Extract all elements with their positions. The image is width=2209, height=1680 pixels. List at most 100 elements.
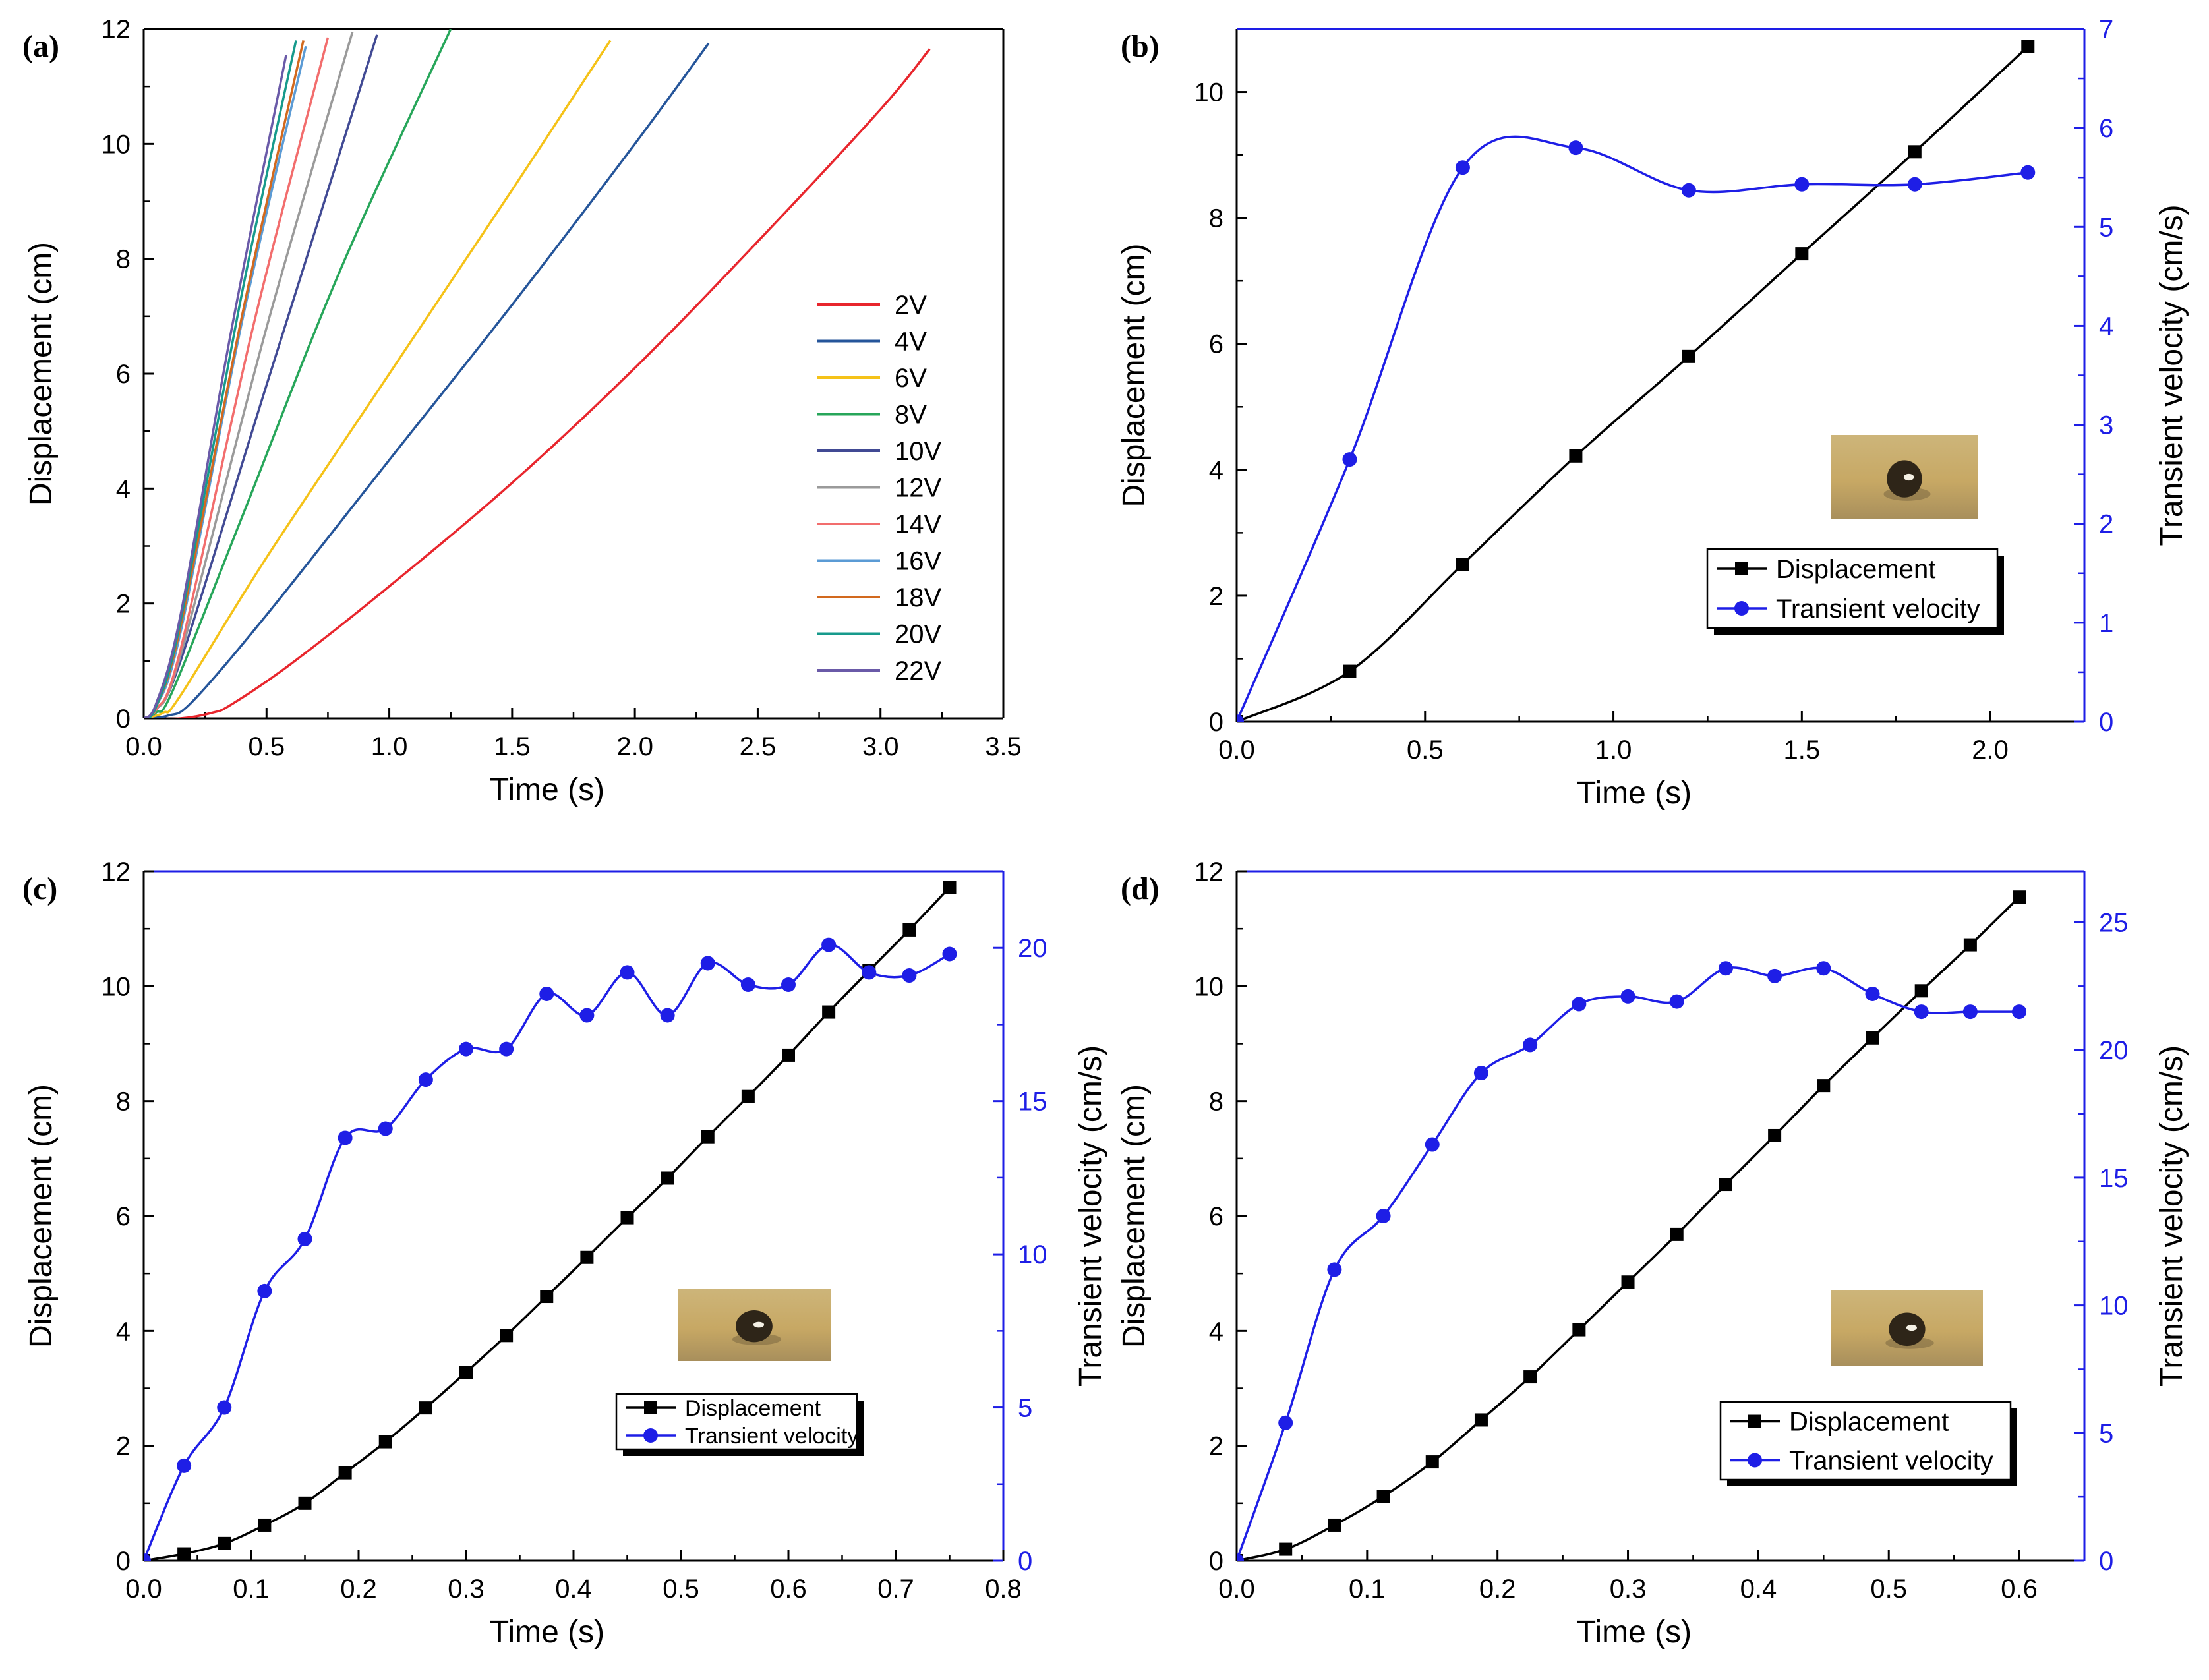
x-tick-label: 3.5 (985, 732, 1022, 761)
y2-tick-label: 1 (2099, 609, 2113, 638)
x-tick-label: 3.0 (862, 732, 899, 761)
y2-tick-label: 15 (1018, 1087, 1047, 1116)
data-point (781, 977, 796, 993)
y2-tick-label: 2 (2099, 510, 2113, 539)
data-point (1670, 1227, 1684, 1241)
x-tick-label: 0.8 (985, 1575, 1022, 1604)
y2-tick-label: 0 (2099, 708, 2113, 737)
data-point (2021, 40, 2035, 53)
y-tick-label: 0 (116, 1547, 131, 1576)
x-tick-label: 0.0 (1218, 1575, 1255, 1604)
data-point (1866, 1031, 1879, 1045)
series-displacement (144, 881, 957, 1561)
data-point (338, 1130, 353, 1145)
series-line (144, 48, 931, 718)
data-point (1767, 968, 1782, 983)
x-tick-label: 0.5 (1407, 736, 1444, 765)
x-tick-label: 0.4 (1740, 1575, 1777, 1604)
data-point (1343, 664, 1357, 678)
data-point (902, 923, 916, 937)
y-tick-label: 0 (1209, 1547, 1223, 1576)
y-tick-label: 6 (1209, 330, 1223, 359)
data-point (539, 986, 554, 1001)
legend: Displacement Transient velocity (615, 1393, 864, 1456)
panel-label: (d) (1121, 871, 1160, 906)
legend-label: 4V (895, 328, 927, 357)
data-point (2013, 890, 2026, 904)
x-tick-label: 1.5 (1784, 736, 1821, 765)
x-tick-label: 0.2 (340, 1575, 377, 1604)
data-point (177, 1458, 192, 1473)
series-line (1237, 45, 2029, 722)
legend-label: 18V (895, 583, 941, 612)
y-tick-label: 12 (1194, 857, 1224, 886)
y2-tick-label: 7 (2099, 15, 2113, 44)
data-point (419, 1401, 432, 1415)
x-tick-label: 0.4 (555, 1575, 592, 1604)
legend: Displacement Transient velocity (1706, 548, 2004, 635)
series-4v (144, 42, 710, 718)
droplet-highlight (753, 1321, 765, 1328)
y-tick-label: 6 (116, 1202, 131, 1231)
y-tick-label: 4 (1209, 1317, 1223, 1346)
y-tick-label: 10 (1194, 78, 1224, 107)
panel-label: (c) (22, 871, 57, 906)
data-point (500, 1329, 514, 1343)
y2-axis-label: Transient velocity (cm/s) (2154, 204, 2189, 546)
x-tick-label: 0.6 (2001, 1575, 2038, 1604)
x-tick-label: 0.2 (1479, 1575, 1516, 1604)
data-point (540, 1290, 554, 1304)
x-tick-label: 0.0 (1218, 736, 1255, 765)
legend-label: Displacement (1789, 1408, 1949, 1437)
data-point (1425, 1455, 1439, 1469)
x-tick-label: 0.7 (877, 1575, 914, 1604)
y2-tick-label: 10 (2099, 1292, 2129, 1321)
chart-panel-a: 0.0 0.5 1.0 1.5 2.0 2.5 3.0 3.5 0 2 4 6 8 10 12 Time (s… (22, 15, 1022, 807)
y2-tick-label: 3 (2099, 411, 2113, 440)
x-axis-label: Time (s) (490, 772, 604, 807)
legend-label: Displacement (1776, 555, 1935, 584)
data-point (902, 968, 917, 983)
data-point (1682, 349, 1695, 363)
legend-marker (643, 1428, 658, 1443)
data-point (1681, 183, 1696, 198)
series-line (144, 42, 710, 718)
series-line (144, 40, 305, 718)
x-tick-label: 0.5 (663, 1575, 699, 1604)
data-point (1620, 989, 1635, 1004)
data-point (741, 1089, 755, 1103)
y-axis-label: Displacement (cm) (1117, 1084, 1152, 1348)
legend-label: 10V (895, 437, 941, 466)
series-line (144, 40, 612, 718)
data-point (660, 1008, 675, 1023)
y-tick-label: 12 (102, 15, 131, 44)
y2-tick-label: 20 (1018, 934, 1047, 963)
y-tick-label: 2 (116, 590, 131, 619)
y-tick-label: 0 (1209, 708, 1223, 737)
series-2v (144, 48, 931, 718)
data-point (1376, 1209, 1391, 1223)
y2-axis-label: Transient velocity (cm/s) (1073, 1045, 1108, 1387)
data-point (297, 1231, 312, 1246)
legend-label: 16V (895, 547, 941, 576)
data-point (1621, 1275, 1635, 1289)
series-line (144, 54, 287, 718)
data-point (418, 1072, 433, 1087)
data-point (1474, 1413, 1488, 1427)
series-22v (144, 54, 287, 718)
legend-label: Transient velocity (1776, 594, 1980, 623)
data-point (1816, 961, 1831, 976)
y-tick-label: 10 (1194, 972, 1224, 1001)
data-point (1376, 1490, 1390, 1503)
data-point (862, 965, 877, 980)
y2-tick-label: 6 (2099, 114, 2113, 143)
droplet-highlight (1903, 473, 1914, 481)
y-tick-label: 8 (116, 245, 131, 274)
legend-box (1706, 548, 1999, 629)
legend-marker (1748, 1414, 1761, 1428)
data-point (1719, 1178, 1732, 1192)
y2-tick-label: 10 (1018, 1240, 1047, 1269)
data-point (1669, 994, 1684, 1009)
droplet-inset-photo (1831, 1290, 1983, 1366)
